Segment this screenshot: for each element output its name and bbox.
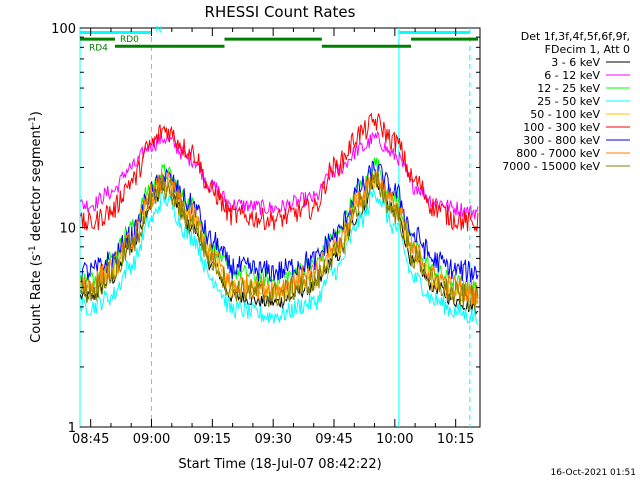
y-axis-label: Count Rate (s-1 detector segment-1) xyxy=(28,111,44,343)
series-line-8 xyxy=(80,169,479,311)
x-tick-label-2: 09:15 xyxy=(194,432,231,447)
legend-label-6: 300 - 800 keV xyxy=(523,134,600,147)
legend-label-3: 25 - 50 keV xyxy=(537,95,600,108)
legend-title-line-2: FDecim 1, Att 0 xyxy=(545,43,630,56)
legend-label-2: 12 - 25 keV xyxy=(537,82,600,95)
x-tick-label-5: 10:00 xyxy=(376,432,413,447)
y-tick-label-2: 100 xyxy=(51,22,76,37)
series-line-2 xyxy=(80,157,479,296)
series-line-4 xyxy=(80,172,479,307)
x-tick-label-0: 08:45 xyxy=(72,432,109,447)
y-label-main: Count Rate (s xyxy=(29,254,44,343)
status-bar-label-rd0: RD0 xyxy=(120,35,139,45)
x-axis-label: Start Time (18-Jul-07 08:42:22) xyxy=(178,457,381,472)
legend-label-5: 100 - 300 keV xyxy=(523,121,600,134)
x-tick-label-6: 10:15 xyxy=(437,432,474,447)
series-line-3 xyxy=(80,187,479,326)
legend-label-8: 7000 - 15000 keV xyxy=(502,160,600,173)
legend-label-7: 800 - 7000 keV xyxy=(516,147,600,160)
y-label-close: ) xyxy=(29,111,44,116)
status-bar-label-n: N xyxy=(156,25,163,35)
y-label-tail: detector segment xyxy=(29,125,44,245)
series-line-7 xyxy=(80,169,479,305)
status-bar-label-rd4: RD4 xyxy=(89,43,108,53)
legend-label-1: 6 - 12 keV xyxy=(544,69,600,82)
x-tick-label-3: 09:30 xyxy=(254,432,291,447)
y-label-sup2: -1 xyxy=(28,116,38,125)
chart-title: RHESSI Count Rates xyxy=(205,3,356,21)
legend-label-4: 50 - 100 keV xyxy=(530,108,600,121)
series-group xyxy=(80,112,479,326)
legend-label-0: 3 - 6 keV xyxy=(551,56,600,69)
footer-timestamp: 16-Oct-2021 01:51 xyxy=(551,468,636,478)
legend: Det 1f,3f,4f,5f,6f,9f, FDecim 1, Att 0 3… xyxy=(502,30,630,173)
time-markers: N RD0 RD4 xyxy=(79,25,478,427)
legend-title-line-1: Det 1f,3f,4f,5f,6f,9f, xyxy=(521,30,630,43)
series-line-5 xyxy=(80,112,479,232)
x-tick-label-4: 09:45 xyxy=(315,432,352,447)
x-tick-label-1: 09:00 xyxy=(133,432,170,447)
axes: 08:45 09:00 09:15 09:30 09:45 10:00 10:15 1 10 10… xyxy=(51,22,480,447)
y-tick-label-1: 10 xyxy=(59,222,76,237)
y-label-sup: -1 xyxy=(28,245,38,254)
y-tick-label-0: 1 xyxy=(68,421,76,436)
